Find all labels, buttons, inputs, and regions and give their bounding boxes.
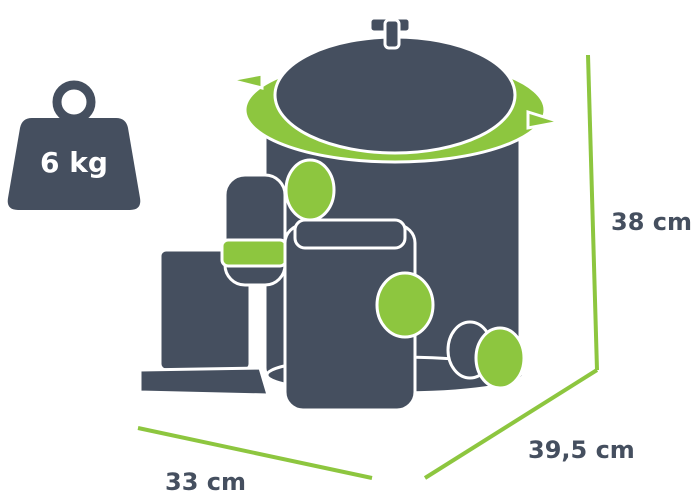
depth-label: 39,5 cm	[528, 436, 635, 464]
width-label: 33 cm	[165, 468, 246, 496]
weight-icon: 6 kg	[7, 80, 141, 210]
pump-illustration	[138, 16, 561, 412]
dimension-lines	[137, 54, 599, 480]
height-label: 38 cm	[611, 208, 691, 236]
weight-label: 6 kg	[40, 146, 108, 179]
